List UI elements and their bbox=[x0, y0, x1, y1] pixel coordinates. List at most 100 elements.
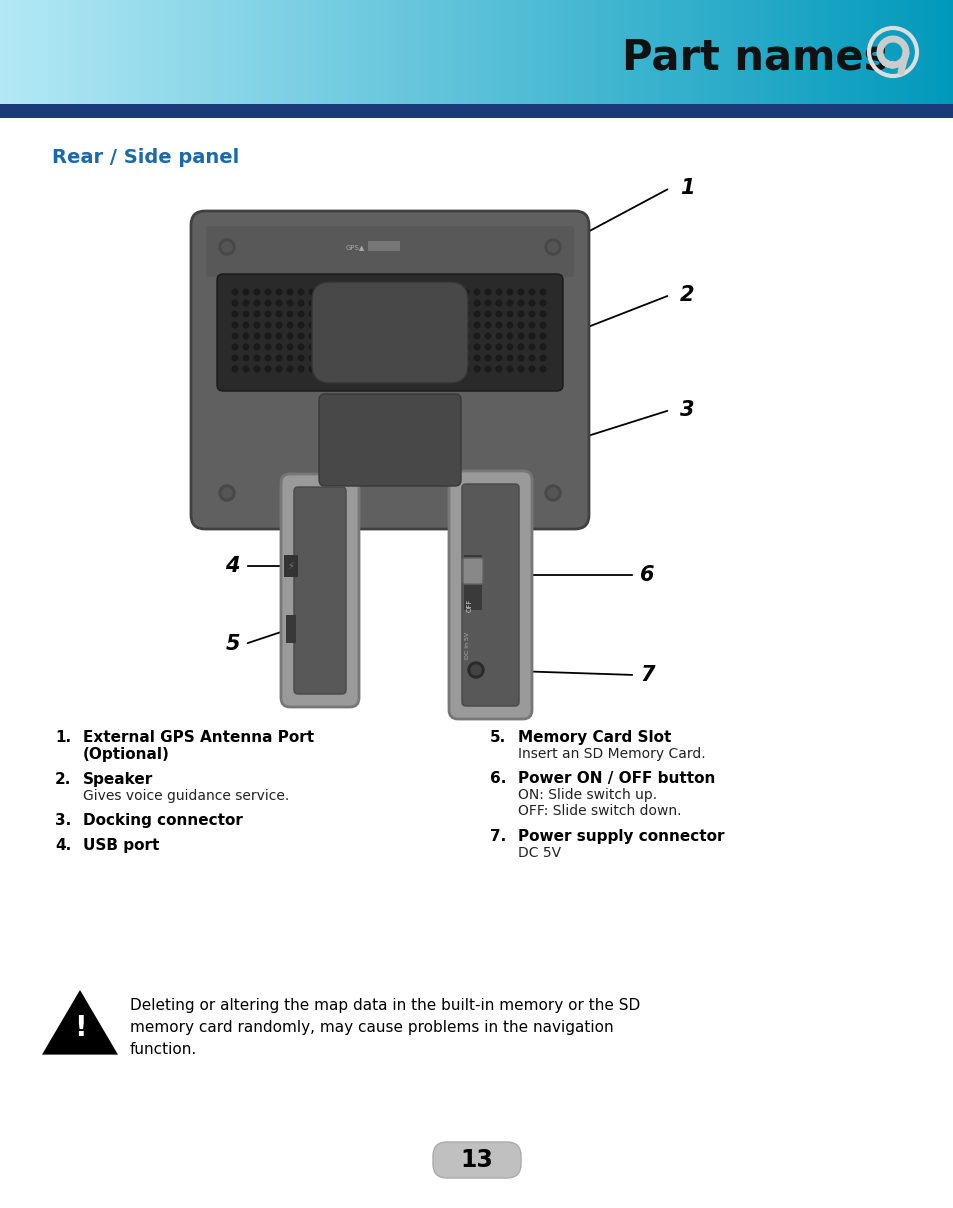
Text: 1: 1 bbox=[679, 178, 694, 198]
Bar bbox=[353, 0, 355, 104]
Bar bbox=[565, 0, 569, 104]
Bar bbox=[905, 0, 908, 104]
Bar bbox=[274, 0, 276, 104]
Bar bbox=[191, 0, 193, 104]
Circle shape bbox=[287, 355, 293, 361]
Bar bbox=[436, 0, 438, 104]
Circle shape bbox=[396, 355, 402, 361]
Bar bbox=[531, 0, 534, 104]
Bar bbox=[41, 0, 45, 104]
Bar bbox=[765, 0, 769, 104]
Bar bbox=[143, 0, 146, 104]
Circle shape bbox=[539, 333, 545, 338]
Bar bbox=[257, 0, 260, 104]
Circle shape bbox=[452, 323, 457, 327]
Bar bbox=[645, 0, 648, 104]
Circle shape bbox=[342, 366, 348, 372]
Bar bbox=[941, 0, 943, 104]
Circle shape bbox=[287, 333, 293, 338]
Circle shape bbox=[544, 239, 560, 255]
Bar bbox=[591, 0, 594, 104]
Circle shape bbox=[320, 355, 326, 361]
Bar bbox=[422, 0, 426, 104]
Bar bbox=[810, 0, 813, 104]
Circle shape bbox=[430, 355, 436, 361]
Circle shape bbox=[331, 289, 336, 295]
Circle shape bbox=[496, 301, 501, 306]
Circle shape bbox=[474, 344, 479, 350]
Circle shape bbox=[253, 355, 259, 361]
Circle shape bbox=[517, 333, 523, 338]
Bar bbox=[934, 0, 937, 104]
Bar bbox=[279, 0, 283, 104]
Circle shape bbox=[243, 333, 249, 338]
Bar bbox=[35, 0, 38, 104]
Circle shape bbox=[253, 344, 259, 350]
Circle shape bbox=[287, 312, 293, 316]
Bar bbox=[7, 0, 10, 104]
Bar bbox=[651, 0, 655, 104]
Circle shape bbox=[375, 333, 380, 338]
Circle shape bbox=[276, 333, 281, 338]
Bar bbox=[578, 0, 581, 104]
Circle shape bbox=[265, 289, 271, 295]
Bar bbox=[22, 0, 26, 104]
Text: 7: 7 bbox=[639, 664, 654, 685]
Bar bbox=[83, 0, 86, 104]
Bar bbox=[200, 0, 203, 104]
FancyBboxPatch shape bbox=[191, 211, 588, 529]
Bar bbox=[45, 0, 48, 104]
Text: ON: Slide switch up.: ON: Slide switch up. bbox=[517, 789, 657, 802]
Bar bbox=[946, 0, 950, 104]
Bar bbox=[874, 0, 877, 104]
Bar bbox=[289, 0, 293, 104]
Circle shape bbox=[474, 289, 479, 295]
Bar bbox=[241, 0, 245, 104]
Circle shape bbox=[364, 323, 370, 327]
Bar bbox=[146, 0, 150, 104]
Bar bbox=[512, 0, 515, 104]
Bar bbox=[886, 0, 889, 104]
Bar bbox=[858, 0, 861, 104]
FancyBboxPatch shape bbox=[281, 474, 358, 707]
Circle shape bbox=[496, 323, 501, 327]
Circle shape bbox=[331, 355, 336, 361]
Bar bbox=[727, 0, 731, 104]
Circle shape bbox=[418, 366, 424, 372]
Circle shape bbox=[309, 323, 314, 327]
Bar bbox=[54, 0, 57, 104]
Bar bbox=[899, 0, 902, 104]
Bar bbox=[943, 0, 946, 104]
Bar bbox=[114, 0, 117, 104]
Text: OFF: OFF bbox=[467, 598, 473, 611]
Circle shape bbox=[430, 301, 436, 306]
Bar bbox=[140, 0, 143, 104]
Bar bbox=[524, 0, 527, 104]
Circle shape bbox=[276, 344, 281, 350]
Circle shape bbox=[507, 366, 513, 372]
Circle shape bbox=[298, 344, 303, 350]
Bar bbox=[543, 0, 546, 104]
Bar bbox=[493, 0, 496, 104]
Bar bbox=[368, 242, 399, 251]
Circle shape bbox=[440, 344, 446, 350]
Bar bbox=[324, 0, 327, 104]
Bar bbox=[369, 0, 372, 104]
Text: DC 5V: DC 5V bbox=[517, 846, 560, 860]
Bar bbox=[508, 0, 512, 104]
FancyBboxPatch shape bbox=[206, 226, 574, 277]
Circle shape bbox=[353, 312, 358, 316]
Bar bbox=[826, 0, 829, 104]
Circle shape bbox=[517, 366, 523, 372]
Circle shape bbox=[331, 333, 336, 338]
Circle shape bbox=[471, 664, 480, 675]
Circle shape bbox=[547, 488, 558, 498]
Circle shape bbox=[539, 366, 545, 372]
Bar bbox=[702, 0, 705, 104]
Bar bbox=[197, 0, 200, 104]
Bar bbox=[10, 0, 12, 104]
Circle shape bbox=[485, 366, 490, 372]
Bar bbox=[505, 0, 508, 104]
Bar bbox=[908, 0, 912, 104]
Circle shape bbox=[342, 312, 348, 316]
